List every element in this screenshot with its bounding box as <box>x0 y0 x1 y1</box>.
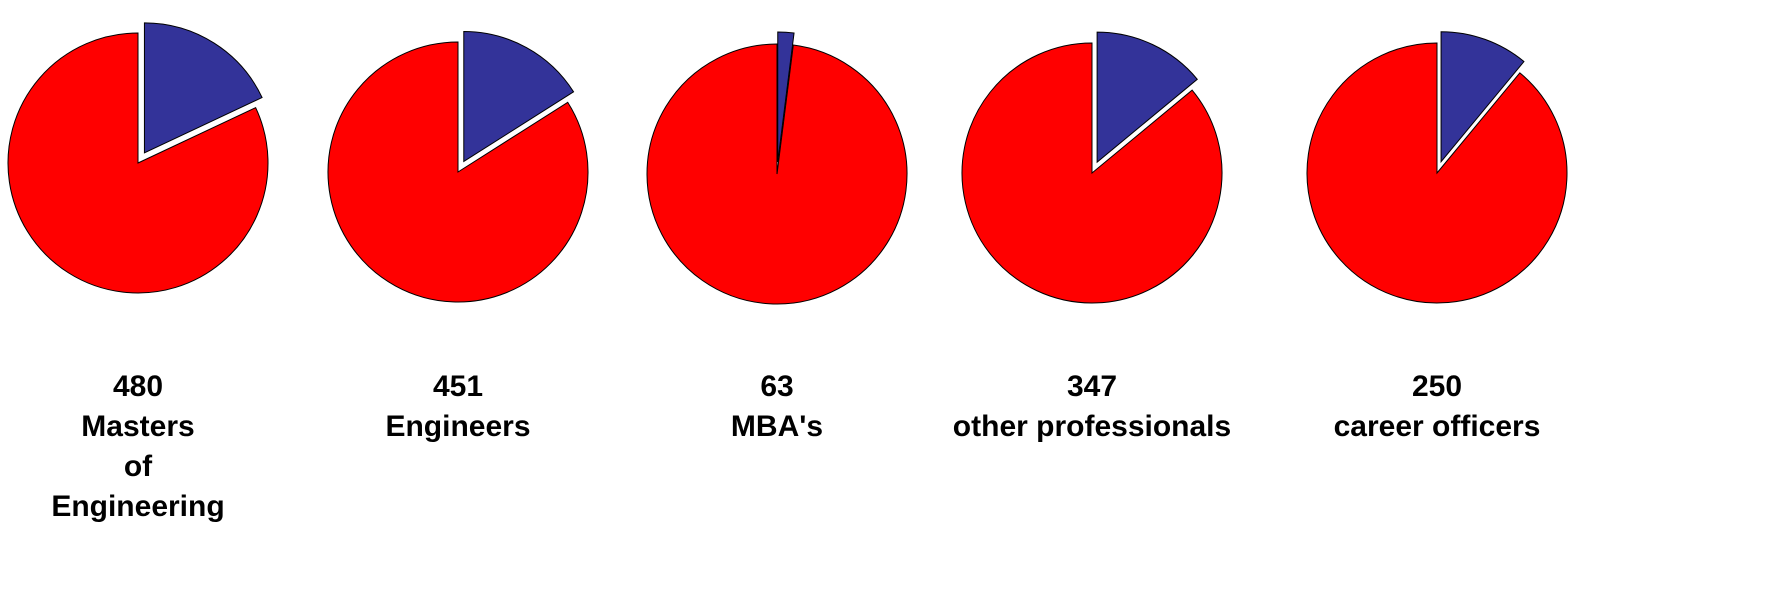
pie-slice <box>1306 42 1568 304</box>
pie-count: 63 <box>760 370 793 403</box>
pie-slice <box>1096 31 1198 164</box>
pie-count: 250 <box>1412 370 1462 403</box>
pie-slice <box>463 30 575 163</box>
pie-label: Engineers <box>385 410 530 443</box>
pie-slice <box>961 42 1223 304</box>
pie-slice <box>646 43 908 305</box>
pie-slice <box>1440 31 1525 164</box>
pie-slice <box>143 22 263 154</box>
pie-label: Engineering <box>51 490 224 523</box>
pie-count: 451 <box>433 370 483 403</box>
pie-label: of <box>124 450 153 483</box>
pie-count: 480 <box>113 370 163 403</box>
pie-slice <box>777 31 795 163</box>
pie-slice <box>7 32 269 294</box>
pie-slice <box>327 41 589 303</box>
pie-label: Masters <box>81 410 194 443</box>
pie-label: career officers <box>1334 410 1541 443</box>
pie-count: 347 <box>1067 370 1117 403</box>
pie-label: MBA's <box>731 410 823 443</box>
pie-label: other professionals <box>953 410 1231 443</box>
